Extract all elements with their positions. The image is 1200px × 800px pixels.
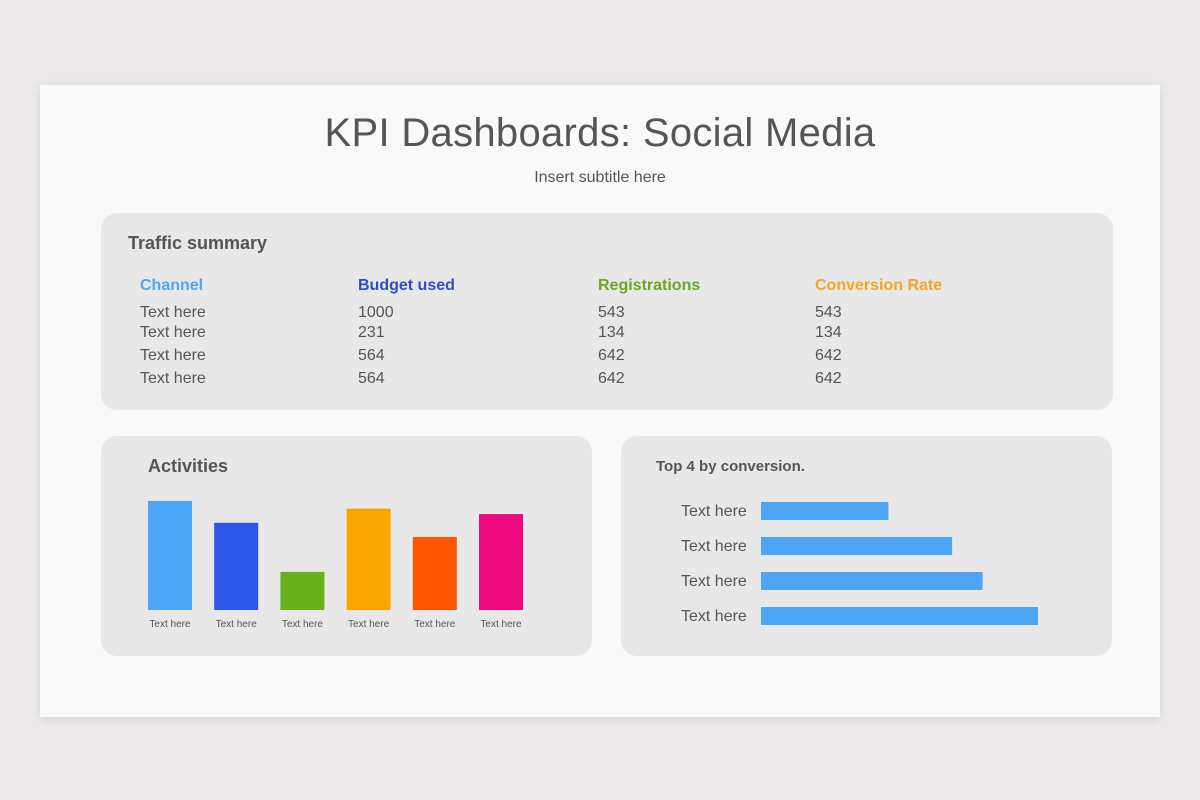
top4-title: Top 4 by conversion. [656, 458, 805, 475]
table-cell: 1000 [358, 304, 394, 321]
table-cell: 134 [598, 324, 625, 341]
slide: KPI Dashboards: Social Media Insert subt… [40, 85, 1160, 717]
top4-bar-label: Text here [681, 608, 747, 625]
activity-bar-label: Text here [480, 619, 522, 630]
activities-panel: Activities Text here Text here Text here Te… [101, 436, 592, 656]
column-header-budget-used: Budget used [358, 277, 455, 294]
column-header-channel: Channel [140, 277, 204, 294]
page-subtitle: Insert subtitle here [534, 169, 666, 186]
table-cell: 543 [598, 304, 625, 321]
activity-bar [280, 571, 325, 610]
table-cell: Text here [140, 370, 206, 387]
activity-bar-label: Text here [348, 619, 390, 630]
activity-bar [148, 501, 192, 610]
activity-bar [412, 536, 457, 610]
top4-bar [761, 537, 953, 555]
top4-bar-label: Text here [681, 573, 747, 590]
activity-bar [479, 514, 523, 610]
column-header-registrations: Registrations [598, 277, 701, 294]
table-cell: Text here [140, 347, 206, 364]
top4-bar [761, 607, 1038, 625]
table-cell: 134 [815, 324, 842, 341]
table-cell: 564 [358, 347, 385, 364]
top4-panel: Top 4 by conversion. Text here Text here T… [621, 436, 1112, 656]
activity-bar-label: Text here [216, 619, 258, 630]
table-cell: 564 [358, 370, 385, 387]
activities-chart: Text here Text here Text here Text here Text… [148, 501, 523, 630]
table-cell: Text here [140, 304, 206, 321]
top4-bar-label: Text here [681, 538, 747, 555]
top4-bar [761, 572, 983, 590]
table-cell: 231 [358, 324, 385, 341]
table-cell: Text here [140, 324, 206, 341]
activity-bar-label: Text here [149, 619, 191, 630]
top4-bar-label: Text here [681, 503, 747, 520]
table-cell: 642 [598, 370, 625, 387]
traffic-summary-title: Traffic summary [128, 233, 268, 253]
activity-bar-label: Text here [414, 619, 456, 630]
table-cell: 642 [815, 347, 842, 364]
top4-chart: Text here Text here Text here Text here [681, 502, 1038, 625]
activity-bar [214, 522, 259, 610]
table-cell: 642 [815, 370, 842, 387]
column-header-conversion-rate: Conversion Rate [815, 277, 943, 294]
activity-bar-label: Text here [282, 619, 324, 630]
traffic-summary-panel: Traffic summary Channel Budget used Regi… [101, 213, 1113, 410]
table-cell: 543 [815, 304, 842, 321]
page-title: KPI Dashboards: Social Media [324, 111, 876, 155]
table-cell: 642 [598, 347, 625, 364]
activity-bar [346, 508, 391, 610]
top4-bar [761, 502, 889, 520]
activities-title: Activities [148, 456, 229, 476]
